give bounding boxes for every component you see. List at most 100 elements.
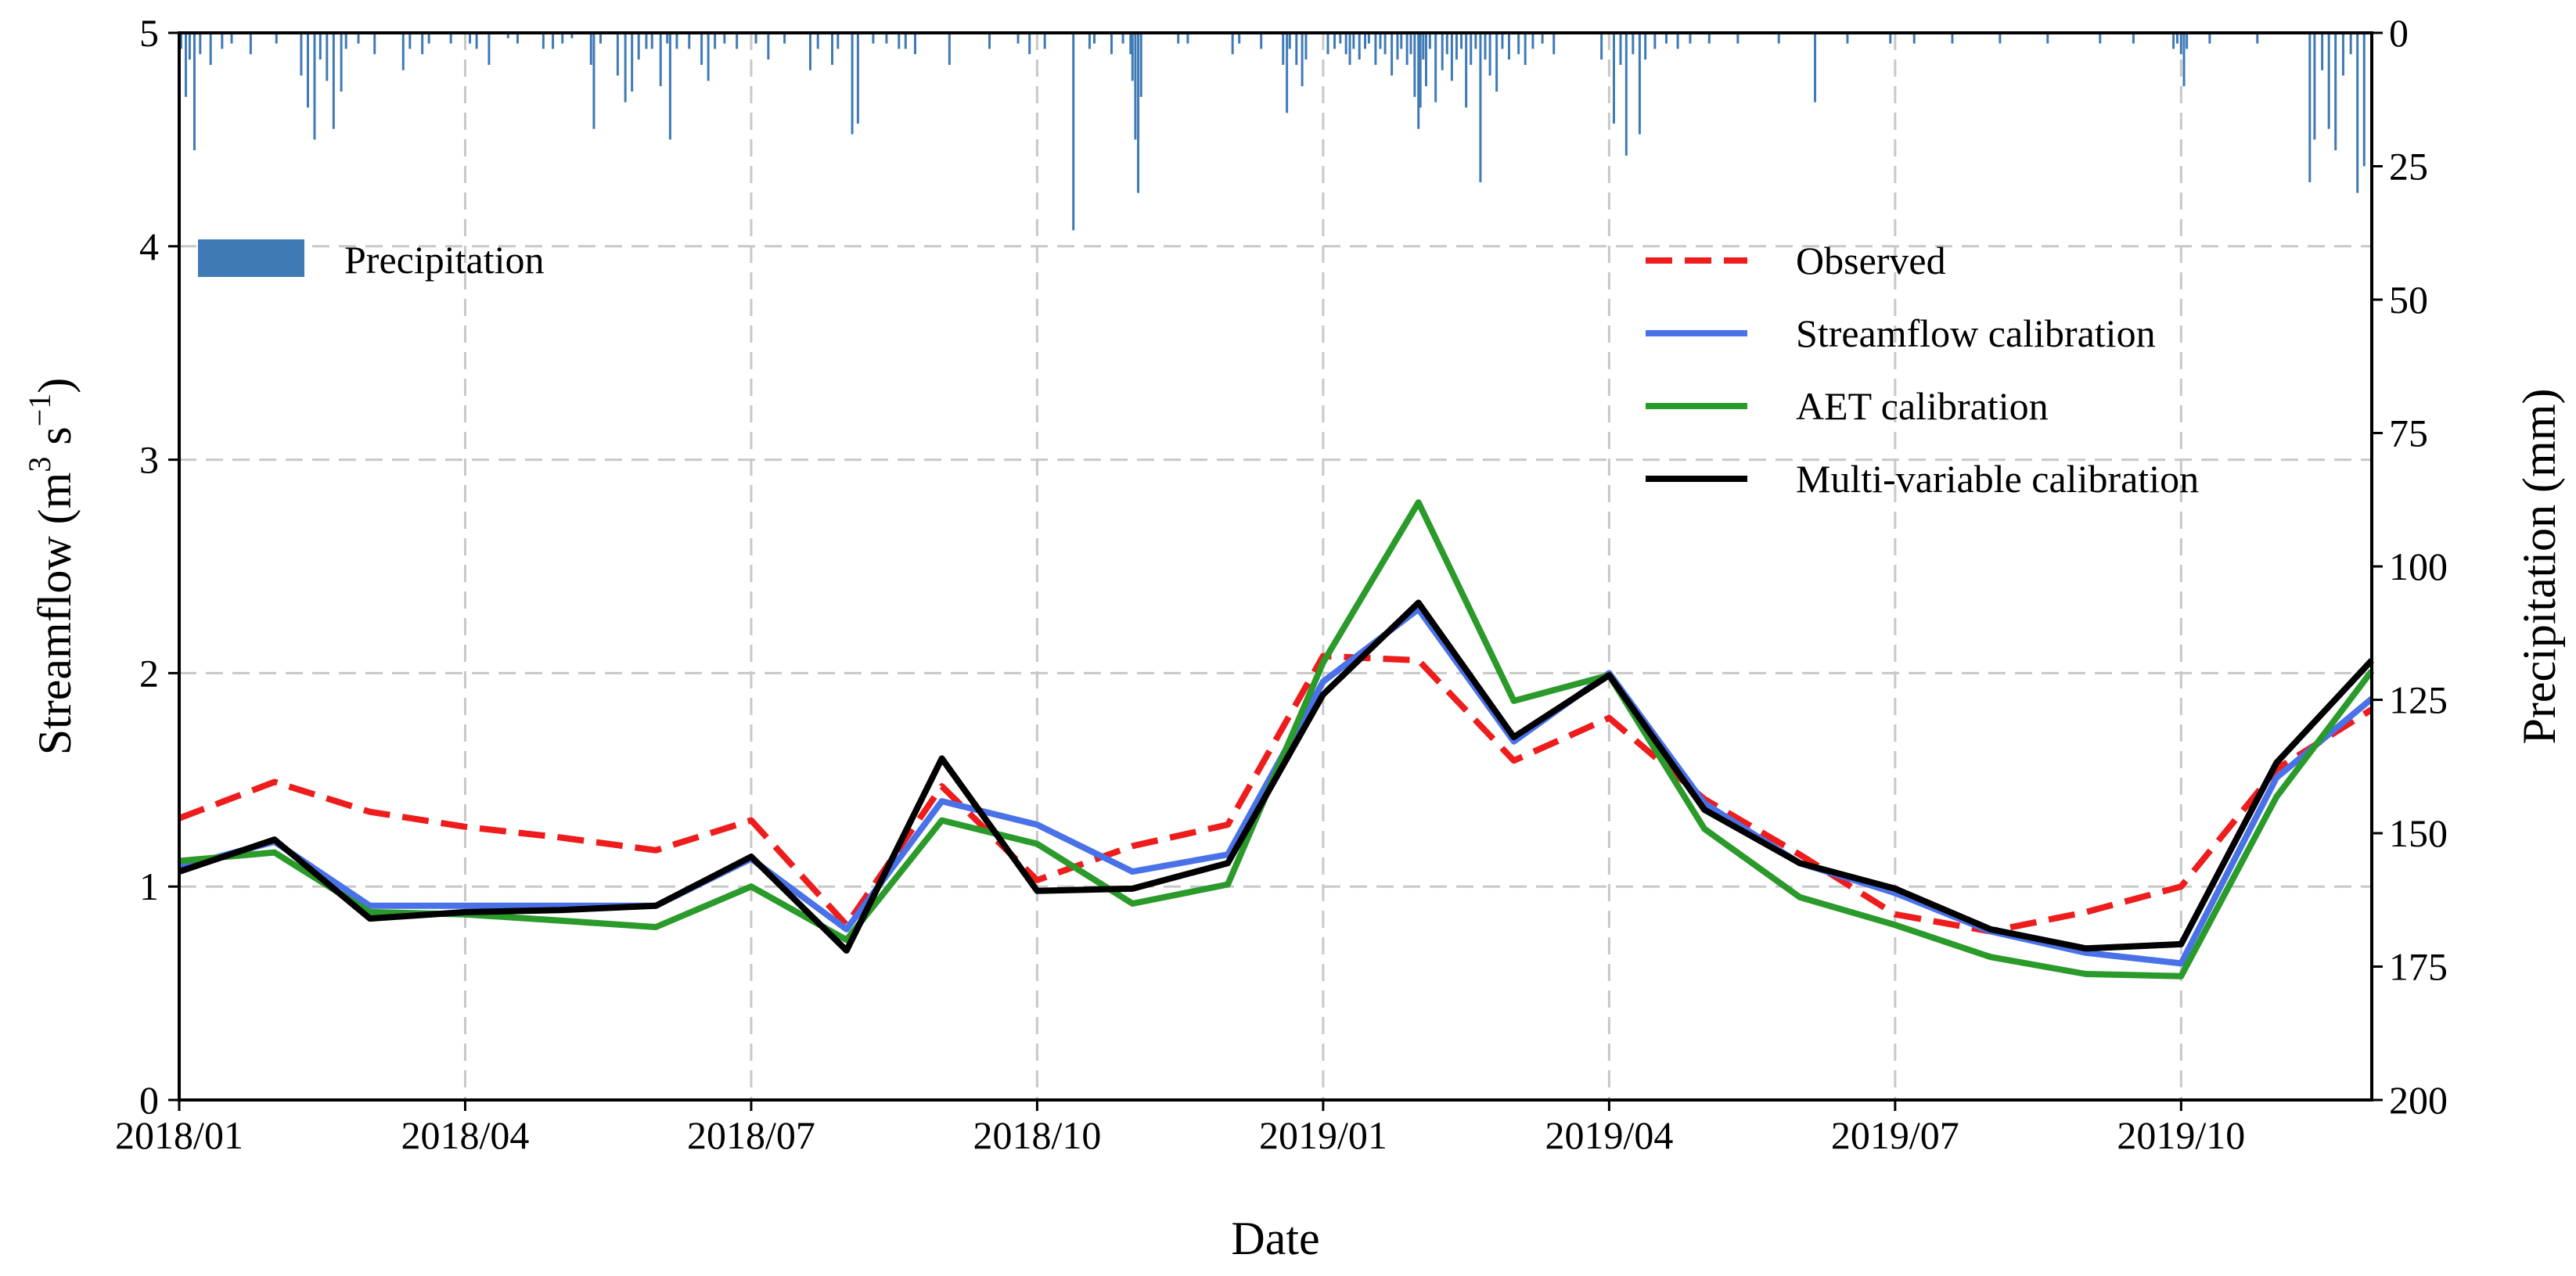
x-tick-label: 2019/04 bbox=[1545, 1113, 1673, 1157]
precipitation-bar bbox=[767, 33, 770, 60]
y-tick-label: 2 bbox=[139, 651, 159, 695]
precipitation-bar bbox=[230, 33, 233, 44]
precipitation-bar bbox=[754, 33, 757, 44]
y-tick-label: 0 bbox=[139, 1078, 159, 1122]
y2-tick-label: 25 bbox=[2389, 145, 2428, 189]
precipitation-bar bbox=[357, 33, 360, 44]
precipitation-bar bbox=[1177, 33, 1180, 44]
precipitation-bar bbox=[275, 33, 278, 44]
precipitation-bar bbox=[1474, 33, 1477, 49]
legend-label: Observed bbox=[1796, 239, 1946, 282]
precipitation-bar bbox=[1238, 33, 1241, 44]
precipitation-bar bbox=[659, 33, 662, 87]
precipitation-bar bbox=[736, 33, 739, 49]
precipitation-bar bbox=[1260, 33, 1263, 49]
precipitation-bar bbox=[552, 33, 555, 49]
precipitation-bar bbox=[1286, 33, 1289, 113]
precipitation-bar bbox=[1736, 33, 1740, 44]
precipitation-bar bbox=[179, 33, 182, 49]
precipitation-bar bbox=[1501, 33, 1504, 49]
precipitation-bar bbox=[1889, 33, 1892, 44]
precipitation-bar bbox=[2046, 33, 2049, 44]
precipitation-bar bbox=[1531, 33, 1534, 49]
precipitation-bar bbox=[1301, 33, 1304, 87]
precipitation-bar bbox=[1434, 33, 1437, 102]
precipitation-bar bbox=[1470, 33, 1473, 65]
precipitation-bar bbox=[637, 33, 640, 60]
precipitation-bar bbox=[831, 33, 834, 65]
precipitation-bar bbox=[1424, 33, 1427, 87]
x-axis: 2018/01 2018/04 2018/07 2018/10 2019/01 2019/… bbox=[115, 1100, 2245, 1157]
precipitation-bar bbox=[1465, 33, 1468, 108]
precipitation-bar bbox=[2179, 33, 2182, 55]
precipitation-bar bbox=[1409, 33, 1412, 55]
y-axis-title: Streamflow (m3 s−1) bbox=[22, 378, 81, 756]
precipitation-bar bbox=[688, 33, 691, 49]
precipitation-bar bbox=[2321, 33, 2324, 70]
y-tick-label: 3 bbox=[139, 438, 159, 482]
y2-tick-label: 200 bbox=[2389, 1078, 2448, 1122]
precipitation-bar bbox=[1352, 33, 1355, 49]
precipitation-bar bbox=[650, 33, 653, 49]
precipitation-bar bbox=[340, 33, 343, 92]
legend-precipitation-swatch bbox=[198, 239, 304, 277]
precipitation-bar bbox=[1374, 33, 1377, 65]
precipitation-bar bbox=[1450, 33, 1453, 81]
precipitation-bar bbox=[332, 33, 335, 129]
precipitation-bar bbox=[1413, 33, 1416, 97]
precipitation-bar bbox=[1288, 33, 1291, 49]
precipitation-bar bbox=[1484, 33, 1487, 60]
precipitation-bar bbox=[1093, 33, 1096, 44]
precipitation-bar bbox=[1552, 33, 1556, 55]
y-tick-label: 1 bbox=[139, 864, 159, 908]
precipitation-bar bbox=[1333, 33, 1337, 49]
precipitation-bar bbox=[506, 33, 509, 38]
precipitation-bar bbox=[2313, 33, 2316, 140]
x-tick-label: 2019/10 bbox=[2117, 1113, 2245, 1157]
precipitation-bar bbox=[2099, 33, 2102, 44]
precipitation-bar bbox=[1129, 33, 1132, 55]
precipitation-bar bbox=[2172, 33, 2175, 49]
precipitation-bar bbox=[913, 33, 916, 55]
precipitation-bar bbox=[1186, 33, 1189, 44]
precipitation-bar bbox=[1348, 33, 1351, 65]
precipitation-bar bbox=[666, 33, 669, 44]
x-tick-label: 2019/01 bbox=[1259, 1113, 1387, 1157]
precipitation-bar bbox=[449, 33, 452, 44]
horizontal-grid bbox=[179, 245, 2372, 888]
precipitation-bar bbox=[2327, 33, 2330, 129]
precipitation-bar bbox=[1364, 33, 1367, 49]
precipitation-bar bbox=[624, 33, 627, 102]
x-axis-title: Date bbox=[1231, 1213, 1319, 1264]
legend-label: AET calibration bbox=[1796, 384, 2049, 428]
vertical-grid bbox=[463, 33, 2182, 1100]
precipitation-bar bbox=[851, 33, 854, 135]
precipitation-bar bbox=[783, 33, 786, 44]
precipitation-bar bbox=[2208, 33, 2211, 44]
precipitation-bar bbox=[401, 33, 405, 70]
precipitation-bar bbox=[2186, 33, 2189, 49]
precipitation-bar bbox=[836, 33, 840, 49]
precipitation-bar bbox=[988, 33, 991, 49]
precipitation-bar bbox=[344, 33, 347, 49]
precipitation-bar bbox=[421, 33, 424, 55]
y-axis-title-mid: s bbox=[29, 426, 81, 456]
precipitation-bar bbox=[948, 33, 951, 65]
precipitation-bar bbox=[616, 33, 619, 76]
precipitation-bar bbox=[1139, 33, 1142, 97]
legend-label: Streamflow calibration bbox=[1796, 311, 2156, 355]
precipitation-bar bbox=[313, 33, 316, 140]
precipitation-bar bbox=[2356, 33, 2359, 193]
precipitation-bar bbox=[707, 33, 710, 81]
precipitation-bar bbox=[1379, 33, 1382, 49]
precipitation-bar bbox=[1676, 33, 1679, 49]
precipitation-bar bbox=[1479, 33, 1482, 182]
x-tick-label: 2018/04 bbox=[401, 1113, 530, 1157]
precipitation-bar bbox=[1541, 33, 1544, 44]
precipitation-bar bbox=[1814, 33, 1817, 102]
legend-label: Multi-variable calibration bbox=[1796, 457, 2199, 501]
precipitation-bar bbox=[1400, 33, 1403, 49]
precipitation-bar bbox=[2182, 33, 2186, 87]
precipitation-bar bbox=[1653, 33, 1657, 49]
precipitation-bar bbox=[1624, 33, 1628, 156]
